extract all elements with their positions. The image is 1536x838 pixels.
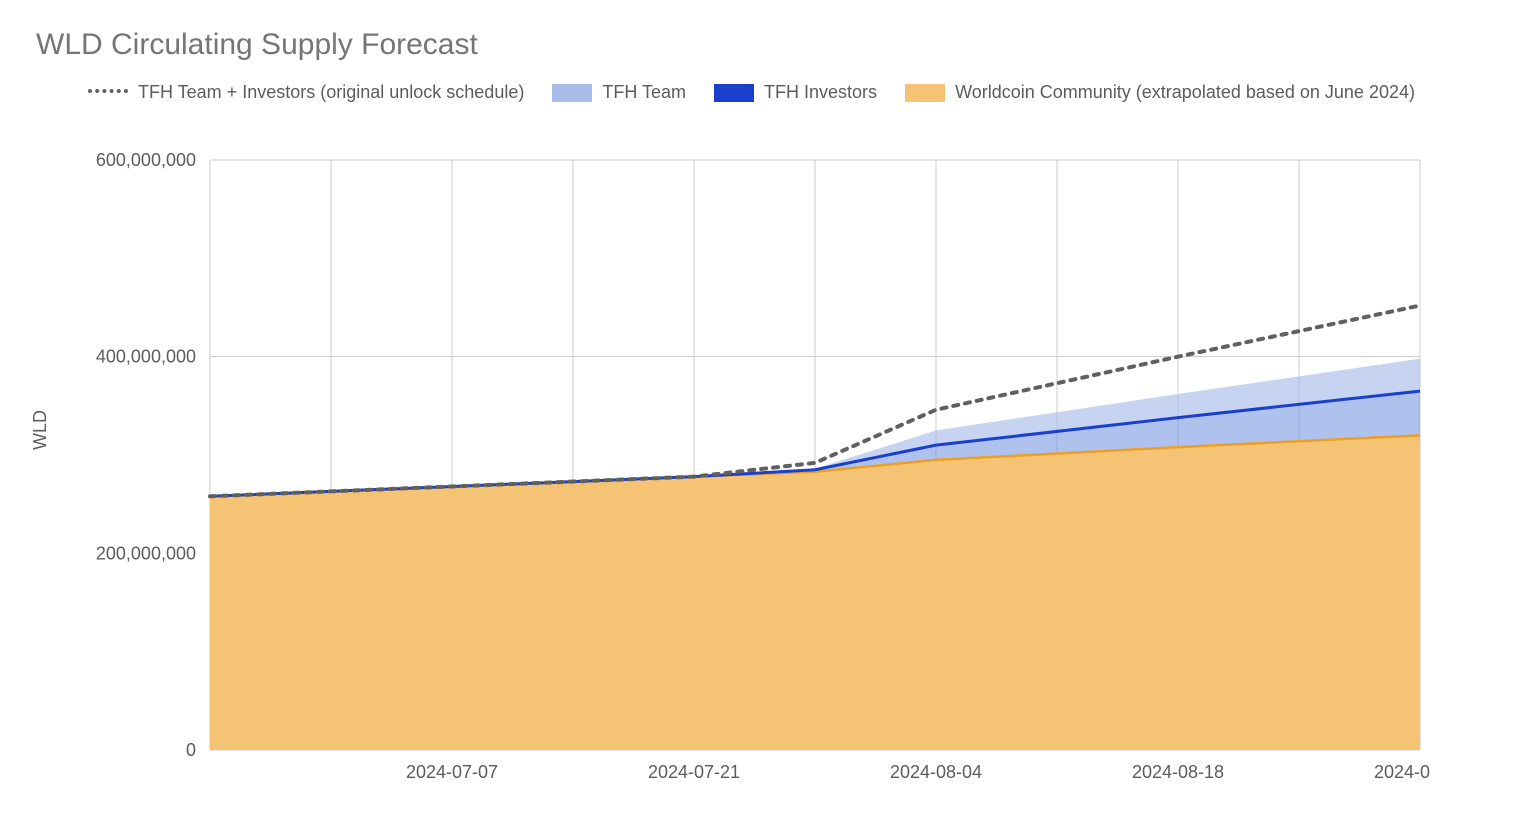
chart-legend: TFH Team + Investors (original unlock sc… [88, 82, 1415, 103]
svg-text:0: 0 [186, 740, 196, 760]
chart-title: WLD Circulating Supply Forecast [36, 28, 478, 62]
legend-item-original: TFH Team + Investors (original unlock sc… [88, 82, 524, 103]
swatch-team-icon [552, 84, 592, 102]
swatch-dashed-icon [88, 89, 128, 97]
chart-plot: 0 200,000,000 400,000,000 600,000,000 2024-0… [90, 150, 1430, 805]
chart-svg: 0 200,000,000 400,000,000 600,000,000 2024-0… [90, 150, 1430, 800]
svg-text:200,000,000: 200,000,000 [96, 543, 196, 563]
legend-label-investors: TFH Investors [764, 82, 877, 103]
svg-text:400,000,000: 400,000,000 [96, 347, 196, 367]
legend-item-team: TFH Team [552, 82, 686, 103]
y-axis-label: WLD [30, 410, 51, 450]
legend-item-community: Worldcoin Community (extrapolated based … [905, 82, 1415, 103]
svg-text:2024-08-04: 2024-08-04 [890, 762, 982, 782]
legend-label-community: Worldcoin Community (extrapolated based … [955, 82, 1415, 103]
svg-text:2024-07-07: 2024-07-07 [406, 762, 498, 782]
svg-text:2024-07-21: 2024-07-21 [648, 762, 740, 782]
swatch-investors-icon [714, 84, 754, 102]
legend-item-investors: TFH Investors [714, 82, 877, 103]
svg-text:2024-08-18: 2024-08-18 [1132, 762, 1224, 782]
legend-label-team: TFH Team [602, 82, 686, 103]
svg-text:2024-09-01: 2024-09-01 [1374, 762, 1430, 782]
legend-label-original: TFH Team + Investors (original unlock sc… [138, 82, 524, 103]
svg-text:600,000,000: 600,000,000 [96, 150, 196, 170]
swatch-community-icon [905, 84, 945, 102]
